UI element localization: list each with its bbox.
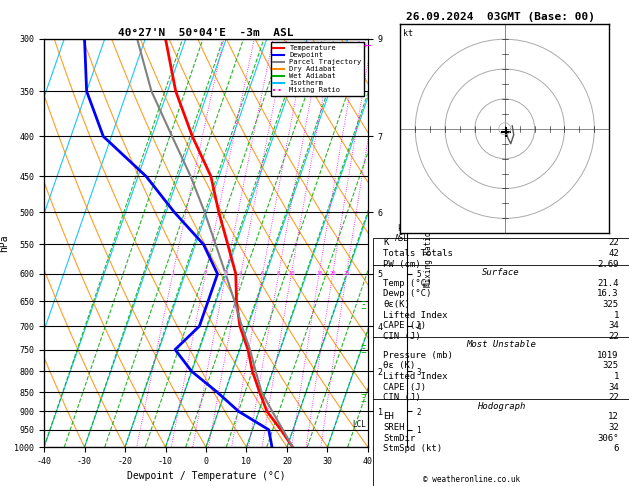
Text: StmSpd (kt): StmSpd (kt) xyxy=(383,444,442,453)
Text: 22: 22 xyxy=(608,393,619,402)
Text: Ξ: Ξ xyxy=(360,301,367,311)
Text: 8: 8 xyxy=(277,271,280,277)
Text: Surface: Surface xyxy=(482,268,520,277)
Text: LCL: LCL xyxy=(352,420,366,429)
Text: 12: 12 xyxy=(608,413,619,421)
Text: Lifted Index: Lifted Index xyxy=(383,372,448,381)
Text: CIN (J): CIN (J) xyxy=(383,393,421,402)
Text: 325: 325 xyxy=(603,362,619,370)
Text: 1: 1 xyxy=(613,372,619,381)
Text: θε(K): θε(K) xyxy=(383,300,410,309)
Text: © weatheronline.co.uk: © weatheronline.co.uk xyxy=(423,474,520,484)
Text: 26.09.2024  03GMT (Base: 00): 26.09.2024 03GMT (Base: 00) xyxy=(406,12,596,22)
Text: SREH: SREH xyxy=(383,423,404,432)
Text: 34: 34 xyxy=(608,321,619,330)
Text: Temp (°C): Temp (°C) xyxy=(383,278,431,288)
Text: CAPE (J): CAPE (J) xyxy=(383,321,426,330)
Text: 21.4: 21.4 xyxy=(598,278,619,288)
Text: 325: 325 xyxy=(603,300,619,309)
Text: 306°: 306° xyxy=(598,434,619,443)
Y-axis label: hPa: hPa xyxy=(0,234,9,252)
Text: 25: 25 xyxy=(343,271,350,277)
Text: 1: 1 xyxy=(613,311,619,319)
Text: 1: 1 xyxy=(171,271,174,277)
Text: Lifted Index: Lifted Index xyxy=(383,311,448,319)
Text: 10: 10 xyxy=(288,271,294,277)
Text: 42: 42 xyxy=(608,249,619,258)
Text: Hodograph: Hodograph xyxy=(477,402,525,411)
Text: 2.69: 2.69 xyxy=(598,260,619,269)
Text: 3: 3 xyxy=(224,271,228,277)
Text: PW (cm): PW (cm) xyxy=(383,260,421,269)
Text: 22: 22 xyxy=(608,238,619,247)
Text: 32: 32 xyxy=(608,423,619,432)
Text: Most Unstable: Most Unstable xyxy=(466,340,536,349)
X-axis label: Dewpoint / Temperature (°C): Dewpoint / Temperature (°C) xyxy=(126,471,286,482)
Text: EH: EH xyxy=(383,413,394,421)
Text: 20: 20 xyxy=(330,271,336,277)
Text: Ξ: Ξ xyxy=(360,394,367,403)
Y-axis label: Mixing Ratio (g/kg): Mixing Ratio (g/kg) xyxy=(424,199,433,287)
Text: θε (K): θε (K) xyxy=(383,362,416,370)
Text: 16: 16 xyxy=(316,271,322,277)
Text: Dewp (°C): Dewp (°C) xyxy=(383,289,431,298)
Text: Pressure (mb): Pressure (mb) xyxy=(383,351,453,360)
Text: 34: 34 xyxy=(608,382,619,392)
Text: Totals Totals: Totals Totals xyxy=(383,249,453,258)
Text: ←: ← xyxy=(364,40,371,52)
Legend: Temperature, Dewpoint, Parcel Trajectory, Dry Adiabat, Wet Adiabat, Isotherm, Mi: Temperature, Dewpoint, Parcel Trajectory… xyxy=(270,42,364,96)
Text: kt: kt xyxy=(403,29,413,38)
Y-axis label: km
ASL: km ASL xyxy=(395,224,409,243)
Text: 2: 2 xyxy=(204,271,207,277)
Text: 22: 22 xyxy=(608,332,619,341)
Text: K: K xyxy=(383,238,389,247)
Text: StmDir: StmDir xyxy=(383,434,416,443)
Text: 16.3: 16.3 xyxy=(598,289,619,298)
Text: 1019: 1019 xyxy=(598,351,619,360)
Text: 6: 6 xyxy=(613,444,619,453)
Text: Ξ: Ξ xyxy=(360,345,367,355)
Text: CAPE (J): CAPE (J) xyxy=(383,382,426,392)
Text: 6: 6 xyxy=(261,271,264,277)
Text: CIN (J): CIN (J) xyxy=(383,332,421,341)
Title: 40°27'N  50°04'E  -3m  ASL: 40°27'N 50°04'E -3m ASL xyxy=(118,28,294,38)
Text: 4: 4 xyxy=(239,271,242,277)
